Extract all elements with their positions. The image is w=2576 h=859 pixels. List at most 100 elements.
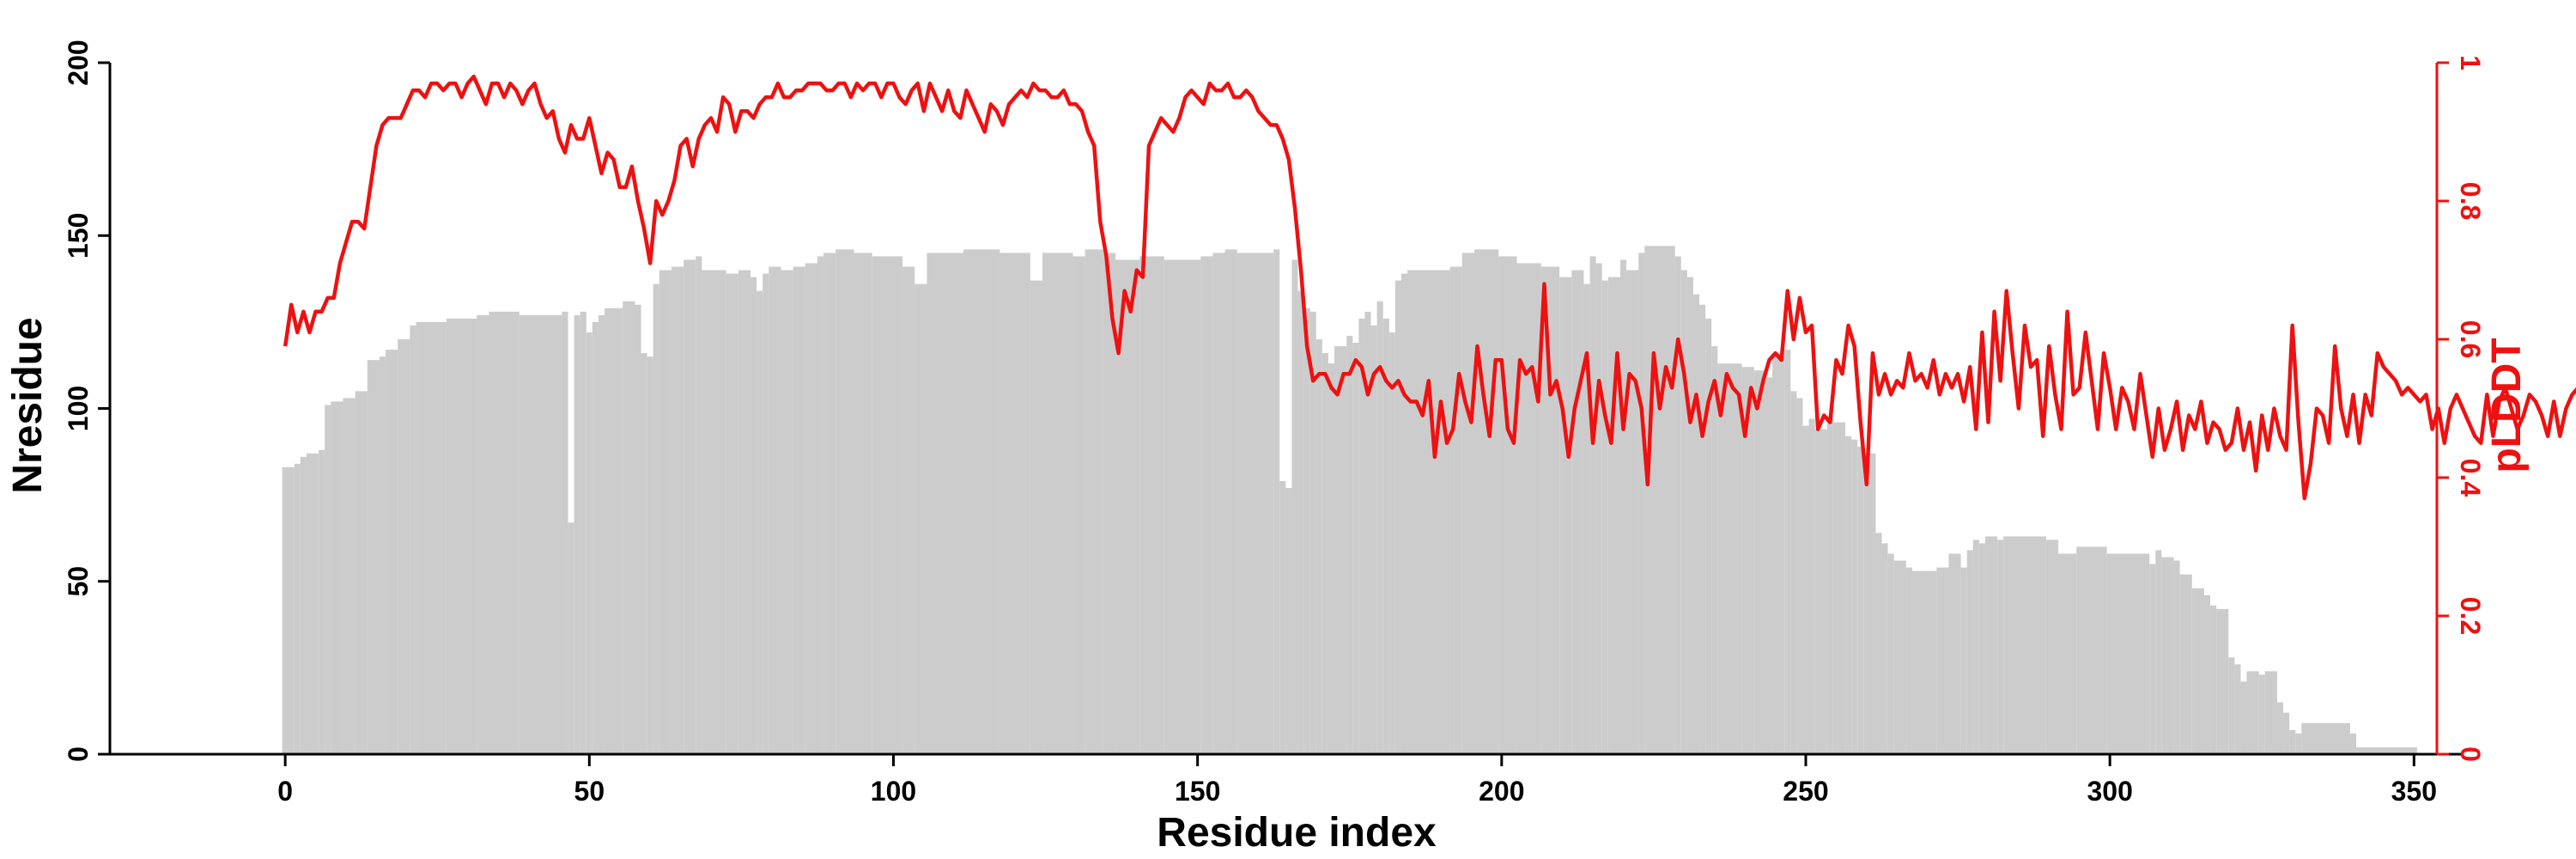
nresidue-bar (1772, 353, 1785, 754)
nresidue-bar (1601, 280, 1608, 754)
nresidue-bar (762, 273, 769, 754)
nresidue-bar (2161, 557, 2174, 754)
nresidue-bar (2003, 536, 2046, 754)
nresidue-bar (653, 283, 659, 755)
nresidue-bar (1638, 253, 1645, 755)
nresidue-bar (963, 249, 1000, 755)
nresidue-bar (1644, 246, 1675, 755)
nresidue-bar (2246, 671, 2259, 754)
nresidue-bar (1103, 253, 1116, 755)
nresidue-bar (1607, 277, 1620, 754)
nresidue-bar (2356, 746, 2417, 754)
axes: 0 50 100 150 200 0 50 100 150 200 250 300 350 0 0.2 0.4… (63, 40, 2486, 807)
nresidue-bar (2264, 671, 2277, 754)
nresidue-bar (872, 256, 903, 754)
nresidue-bar (1449, 266, 1462, 755)
nresidue-bar (1461, 253, 1474, 755)
nresidue-bar (410, 325, 416, 754)
nresidue-bar (586, 332, 592, 754)
nresidue-bar (446, 318, 477, 754)
nresidue-bar (2210, 605, 2217, 754)
right-y-tick-label: 0.2 (2455, 597, 2486, 635)
nresidue-bar (696, 256, 702, 754)
nresidue-bar (1583, 283, 1590, 755)
x-tick-label: 300 (2087, 776, 2132, 807)
nresidue-bar (2076, 546, 2107, 754)
plddt-line (283, 74, 2576, 501)
nresidue-bar (2258, 674, 2265, 754)
nresidue-bar (1334, 346, 1347, 754)
nresidue-bar (1741, 367, 1754, 754)
nresidue-bar (1236, 253, 1274, 755)
right-y-tick-label: 1 (2455, 55, 2486, 70)
nresidue-bar (750, 277, 757, 754)
left-y-tick-label: 200 (63, 40, 94, 85)
nresidue-bar (854, 253, 872, 755)
nresidue-bar (1224, 249, 1237, 755)
nresidue-bar (325, 405, 331, 754)
nresidue-bar (1875, 533, 1882, 754)
nresidue-bar (1309, 311, 1316, 754)
nresidue-bar (343, 398, 355, 754)
nresidue-bar (416, 321, 447, 755)
nresidue-bar (927, 253, 963, 755)
nresidue-bar (1984, 536, 1998, 754)
left-y-tick-label: 150 (63, 213, 94, 259)
nresidue-bar (781, 270, 793, 754)
nresidue-bar (2216, 608, 2229, 754)
nresidue-bar (1042, 253, 1073, 755)
nresidue-bar (2191, 588, 2204, 754)
nresidue-bar (1473, 249, 1499, 755)
nresidue-bar (1997, 539, 2004, 754)
nresidue-bar (1784, 350, 1791, 754)
nresidue-bar (1358, 318, 1365, 754)
nresidue-bar (1966, 550, 1973, 754)
nresidue-bar (1212, 253, 1225, 755)
right-y-axis-title: pLDDT (2484, 338, 2530, 472)
nresidue-bar (2149, 564, 2156, 755)
nresidue-bar (1327, 363, 1335, 754)
nresidue-bar (1960, 567, 1967, 754)
nresidue-bar (1705, 318, 1712, 754)
nresidue-bar (1717, 363, 1742, 754)
nresidue-bar (2234, 664, 2241, 754)
nresidue-bar (738, 270, 751, 754)
nresidue-bar (2349, 733, 2357, 754)
nresidue-bar (1559, 277, 1572, 754)
nresidue-bar (1857, 446, 1864, 754)
nresidue-bar (999, 253, 1030, 755)
nresidue-bar (1911, 570, 1937, 754)
nresidue-bar (1790, 391, 1797, 755)
nresidue-bar (1589, 256, 1596, 754)
nresidue-bar (726, 273, 738, 754)
nresidue-bar (1297, 290, 1304, 754)
nresidue-bar (1972, 539, 1979, 754)
left-y-tick-label: 50 (63, 566, 94, 597)
right-y-tick-label: 0.4 (2455, 459, 2486, 497)
nresidue-bar (793, 266, 805, 755)
nresidue-bar (914, 283, 927, 755)
nresidue-bar (574, 314, 580, 754)
nresidue-bar (2179, 574, 2192, 754)
nresidue-bar (580, 311, 586, 754)
right-y-tick-label: 0.8 (2455, 182, 2486, 220)
nresidue-bar (1571, 270, 1584, 754)
nresidue-bar (1084, 249, 1103, 755)
x-tick-label: 150 (1175, 776, 1220, 807)
nresidue-bar (1382, 318, 1389, 754)
nresidue-bar (671, 266, 684, 755)
left-y-axis-title: Nresidue (5, 317, 51, 493)
nresidue-bar (1315, 339, 1322, 754)
nresidue-bar (1680, 270, 1687, 754)
nresidue-bar (641, 353, 647, 754)
x-tick-label: 50 (574, 776, 605, 807)
nresidue-bar (1753, 370, 1766, 754)
nresidue-bar (331, 401, 343, 754)
nresidue-bar (1540, 266, 1560, 755)
nresidue-bar (294, 463, 301, 754)
left-y-tick-label: 100 (63, 386, 94, 431)
nresidue-bar (1936, 567, 1949, 754)
nresidue-bar (1626, 270, 1639, 754)
nresidue-bar (1814, 429, 1827, 754)
nresidue-bar (2203, 594, 2211, 754)
